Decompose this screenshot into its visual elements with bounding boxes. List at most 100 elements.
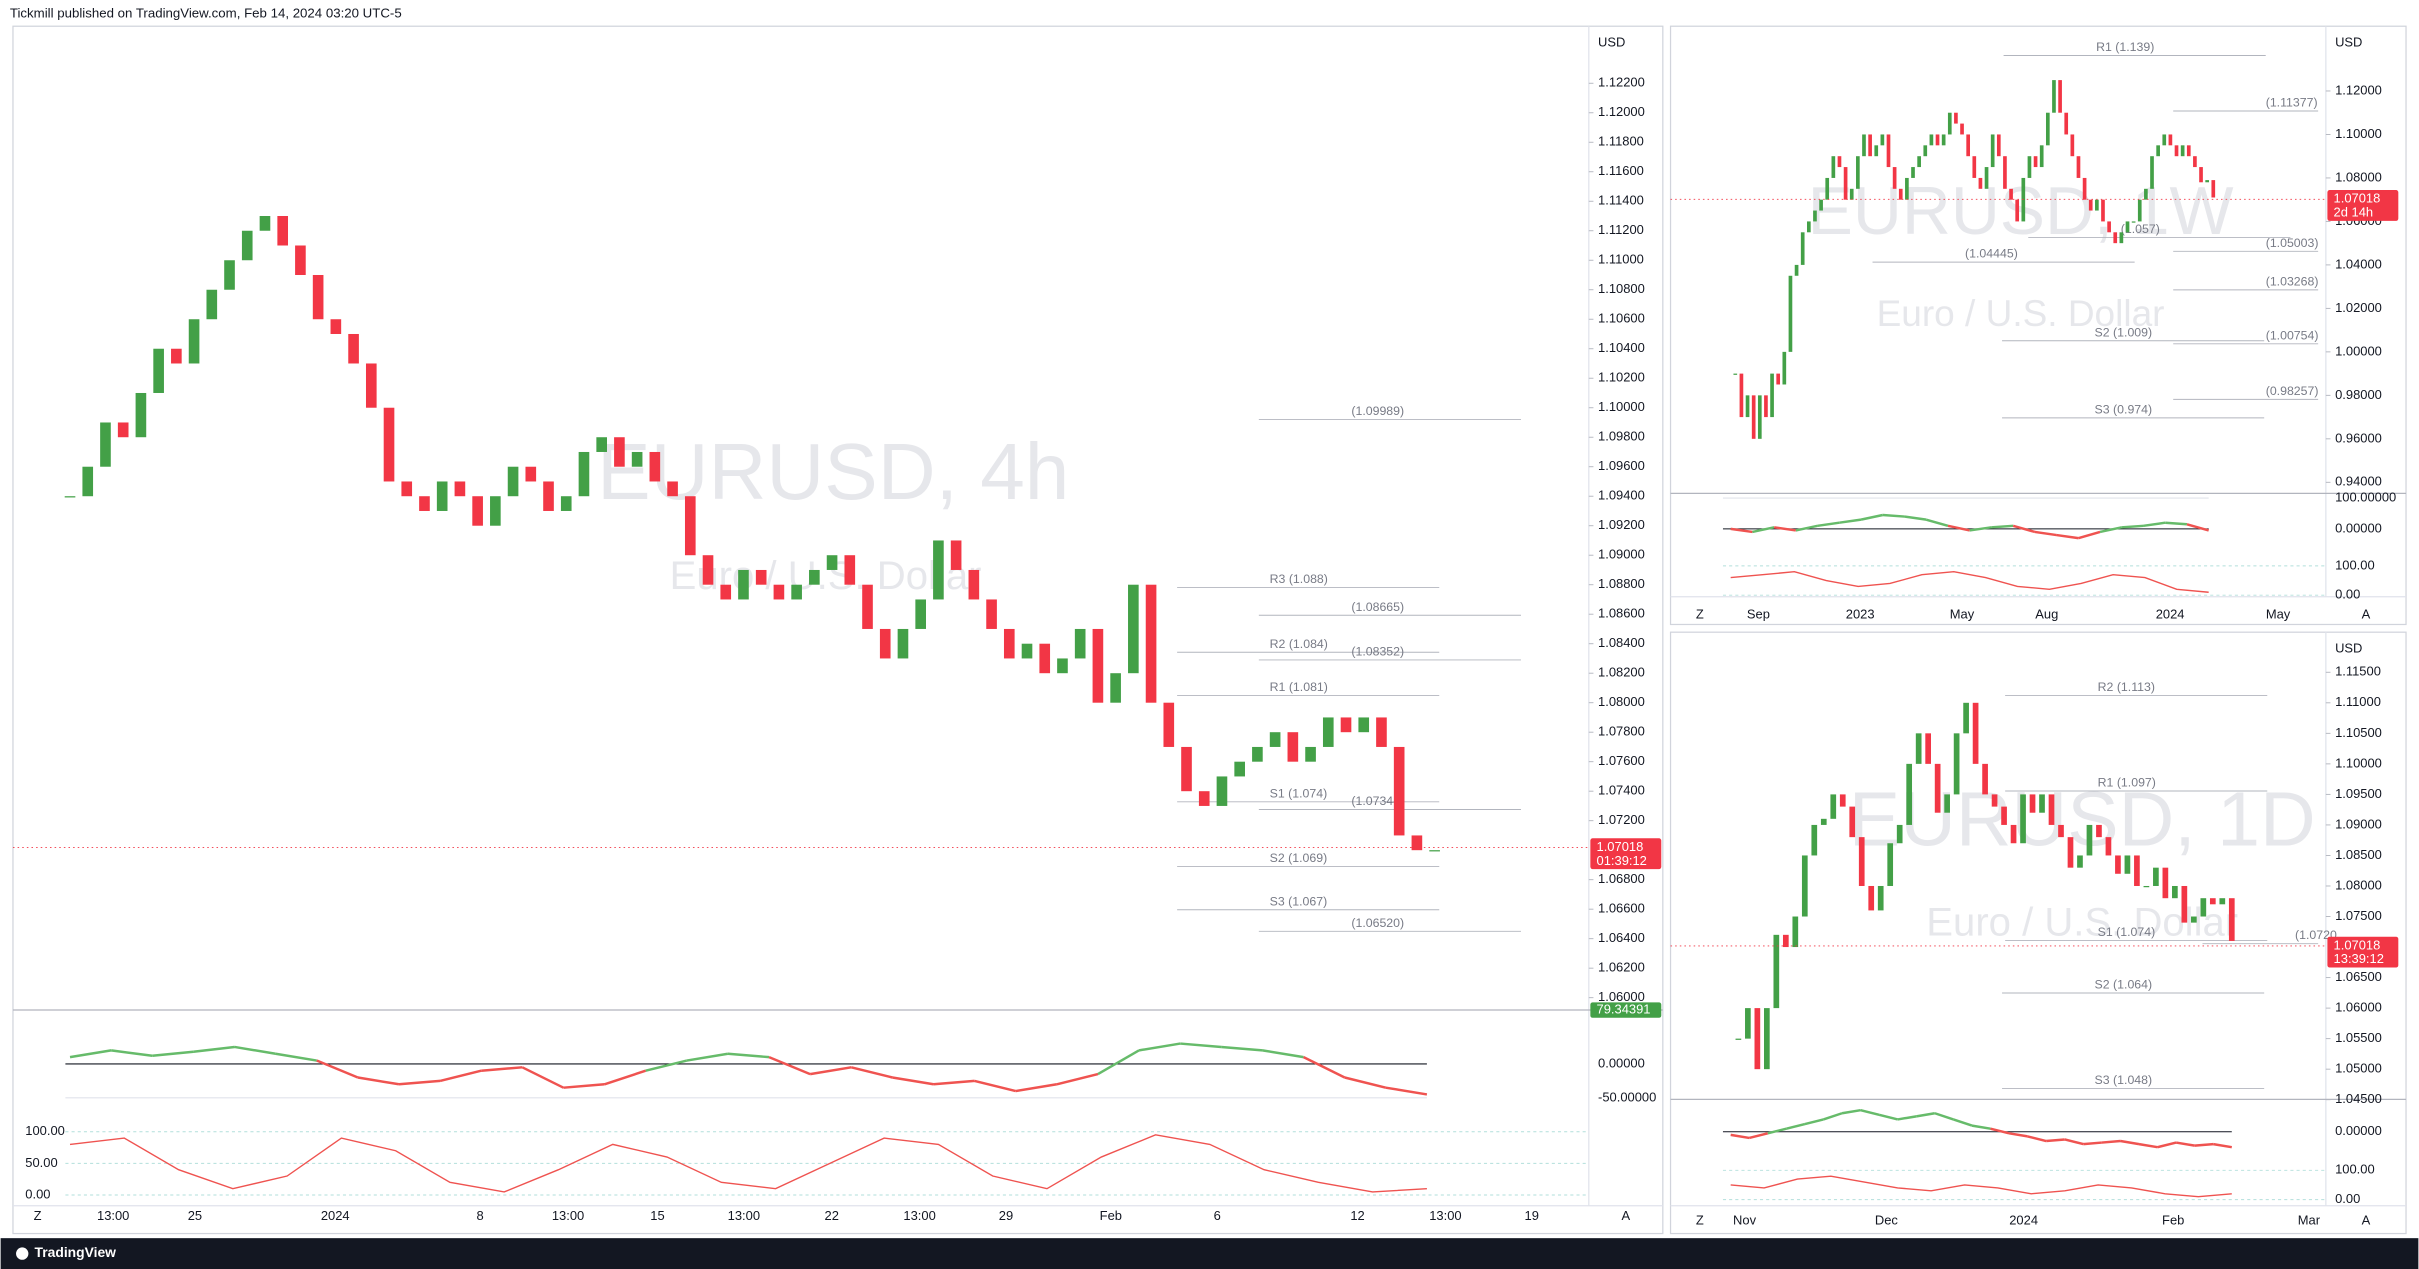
candle xyxy=(2101,199,2105,222)
candle xyxy=(2027,156,2032,178)
candle xyxy=(1830,794,1837,819)
candle xyxy=(809,569,820,585)
candle xyxy=(2067,837,2074,868)
momentum-segment xyxy=(110,1049,153,1058)
timezone-button[interactable]: Z xyxy=(1696,607,1704,622)
momentum-segment xyxy=(1786,1122,1806,1130)
candle xyxy=(1745,395,1750,418)
candle xyxy=(2082,177,2087,200)
price-tick-label: 1.11200 xyxy=(1598,222,1644,237)
candle xyxy=(986,599,997,629)
momentum-segment xyxy=(2064,1138,2084,1146)
price-tick-label: 1.09000 xyxy=(1598,547,1645,562)
stoch-tick-label: 100.00 xyxy=(2335,557,2375,572)
price-tick-label: 1.04000 xyxy=(2335,256,2382,271)
momentum-segment xyxy=(604,1069,647,1086)
timezone-button[interactable]: Z xyxy=(34,1208,42,1223)
candle xyxy=(1923,145,1928,157)
momentum-segment xyxy=(439,1069,482,1083)
stoch-tick-label: 0.00 xyxy=(2335,587,2360,602)
candle xyxy=(2088,199,2093,211)
candle xyxy=(1906,763,1913,825)
candle xyxy=(1393,746,1405,836)
candle xyxy=(2162,867,2169,899)
candle xyxy=(1960,123,1964,135)
level-annotation: S1 (1.074) xyxy=(2098,925,2156,939)
price-tick-label: 1.02000 xyxy=(2335,300,2382,315)
candle xyxy=(2180,145,2185,157)
countdown-label: 13:39:12 xyxy=(2334,951,2384,966)
price-tick-label: 1.10600 xyxy=(1598,311,1645,326)
candle xyxy=(1915,733,1922,764)
candle xyxy=(295,245,306,275)
candle xyxy=(1947,112,1952,135)
candle xyxy=(1978,177,1983,189)
momentum-segment xyxy=(1303,1056,1346,1079)
time-label: Aug xyxy=(2035,607,2058,622)
candle xyxy=(738,569,749,600)
price-tick-label: 1.12200 xyxy=(1598,75,1645,90)
candle xyxy=(1198,791,1210,806)
timezone-button[interactable]: Z xyxy=(1696,1213,1704,1228)
last-price-label: 1.07018 xyxy=(1597,839,1644,854)
price-tick-label: 1.10000 xyxy=(2335,755,2382,770)
level-annotation: (1.00754) xyxy=(2266,328,2319,342)
price-tick-label: 1.05500 xyxy=(2335,1030,2382,1045)
candle xyxy=(1057,658,1068,674)
candle xyxy=(933,540,944,600)
candle xyxy=(2107,221,2111,233)
candle xyxy=(1340,717,1352,733)
level-annotation: R3 (1.088) xyxy=(1270,572,1328,586)
last-price-badge xyxy=(2327,190,2399,221)
candle xyxy=(1039,643,1051,674)
candle xyxy=(1763,1008,1770,1070)
candle xyxy=(2039,145,2044,168)
candle xyxy=(614,437,625,467)
level-annotation: S2 (1.064) xyxy=(2095,978,2153,992)
level-annotation: S3 (1.048) xyxy=(2095,1073,2153,1087)
candle xyxy=(2174,145,2179,157)
momentum-segment xyxy=(2165,521,2188,526)
candle xyxy=(791,584,802,600)
time-label: Dec xyxy=(1875,1213,1899,1228)
stoch-tick-label: 0.00 xyxy=(2335,1191,2360,1206)
candle xyxy=(1128,584,1139,674)
candle xyxy=(1074,628,1086,659)
candle xyxy=(2020,794,2026,844)
candle xyxy=(862,584,873,629)
candle xyxy=(1021,643,1033,659)
footer-bar xyxy=(0,1238,2419,1269)
auto-scale-button[interactable]: A xyxy=(2362,607,2371,622)
price-tick-label: 1.12000 xyxy=(2335,82,2382,97)
candle xyxy=(330,319,342,334)
level-annotation: (1.05003) xyxy=(2266,236,2319,250)
brand-logo xyxy=(16,1247,29,1260)
level-annotation: (1.03268) xyxy=(2266,274,2319,288)
candle xyxy=(1287,732,1299,762)
candle xyxy=(826,555,838,570)
price-tick-label: 1.08800 xyxy=(1598,576,1645,591)
momentum-segment xyxy=(1990,1127,2010,1135)
momentum-segment xyxy=(768,1055,811,1076)
momentum-segment xyxy=(357,1076,400,1086)
indicator-badge xyxy=(1590,1002,1662,1018)
candle xyxy=(2033,156,2038,168)
auto-scale-button[interactable]: A xyxy=(2362,1213,2371,1228)
price-tick-label: 1.08400 xyxy=(1598,635,1645,650)
candle xyxy=(1811,824,1818,856)
momentum-segment xyxy=(2046,1138,2065,1143)
level-annotation: (0.98257) xyxy=(2266,384,2319,398)
level-annotation: (1.09989) xyxy=(1351,404,1404,418)
time-label: 13:00 xyxy=(728,1208,760,1223)
candle xyxy=(1858,837,1865,886)
time-label: Sep xyxy=(1747,607,1770,622)
momentum-segment xyxy=(892,1076,934,1086)
candle xyxy=(2077,855,2083,868)
candle xyxy=(1929,134,1934,146)
time-label: 2024 xyxy=(321,1208,350,1223)
chart-panel xyxy=(1669,25,2407,626)
candle xyxy=(2125,221,2130,233)
auto-scale-button[interactable]: A xyxy=(1621,1208,1630,1223)
level-annotation: S2 (1.009) xyxy=(2095,325,2153,339)
candle xyxy=(1252,746,1263,762)
